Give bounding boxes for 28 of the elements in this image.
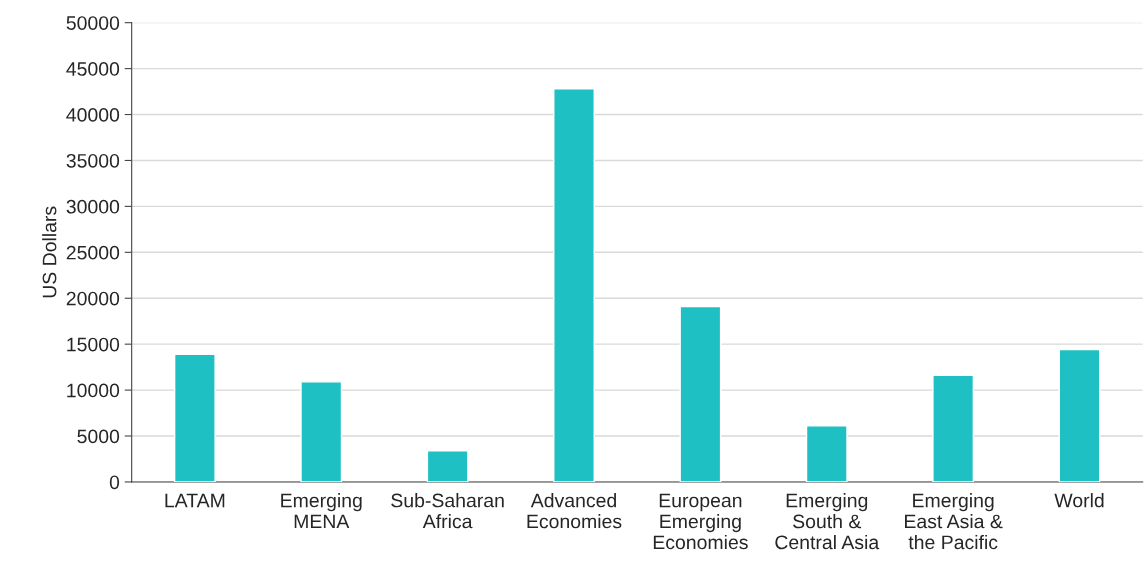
bar	[932, 374, 975, 482]
bar	[426, 450, 469, 482]
bar	[300, 381, 343, 482]
y-tick-label: 20000	[66, 291, 120, 306]
x-tick-label: Advanced Economies	[527, 493, 622, 529]
y-tick-label: 5000	[77, 429, 120, 444]
y-tick-label: 35000	[66, 153, 120, 168]
x-tick-label: European Emerging Economies	[653, 493, 748, 550]
x-tick-label: World	[1054, 493, 1104, 508]
y-axis-title: US Dollars	[42, 206, 57, 298]
x-tick-label: LATAM	[165, 493, 225, 508]
x-tick-label: Emerging South & Central Asia	[775, 493, 880, 550]
y-tick-label: 45000	[66, 62, 120, 76]
x-tick-label: Emerging MENA	[281, 493, 362, 529]
y-tick-label: 40000	[66, 108, 120, 122]
bar	[1058, 348, 1101, 482]
x-tick-label: Emerging East Asia & the Pacific	[905, 493, 1003, 550]
x-tick-label: Sub-Saharan Africa	[391, 493, 504, 529]
bar	[679, 305, 722, 482]
y-tick-label: 50000	[66, 16, 120, 30]
y-tick-label: 10000	[67, 383, 120, 398]
y-tick-label: 0	[109, 475, 120, 490]
bar	[553, 88, 595, 482]
y-tick-label: 30000	[66, 199, 120, 214]
bar	[805, 425, 848, 482]
y-tick-label: 15000	[67, 337, 120, 352]
bar	[173, 353, 216, 482]
y-tick-label: 25000	[66, 245, 120, 260]
